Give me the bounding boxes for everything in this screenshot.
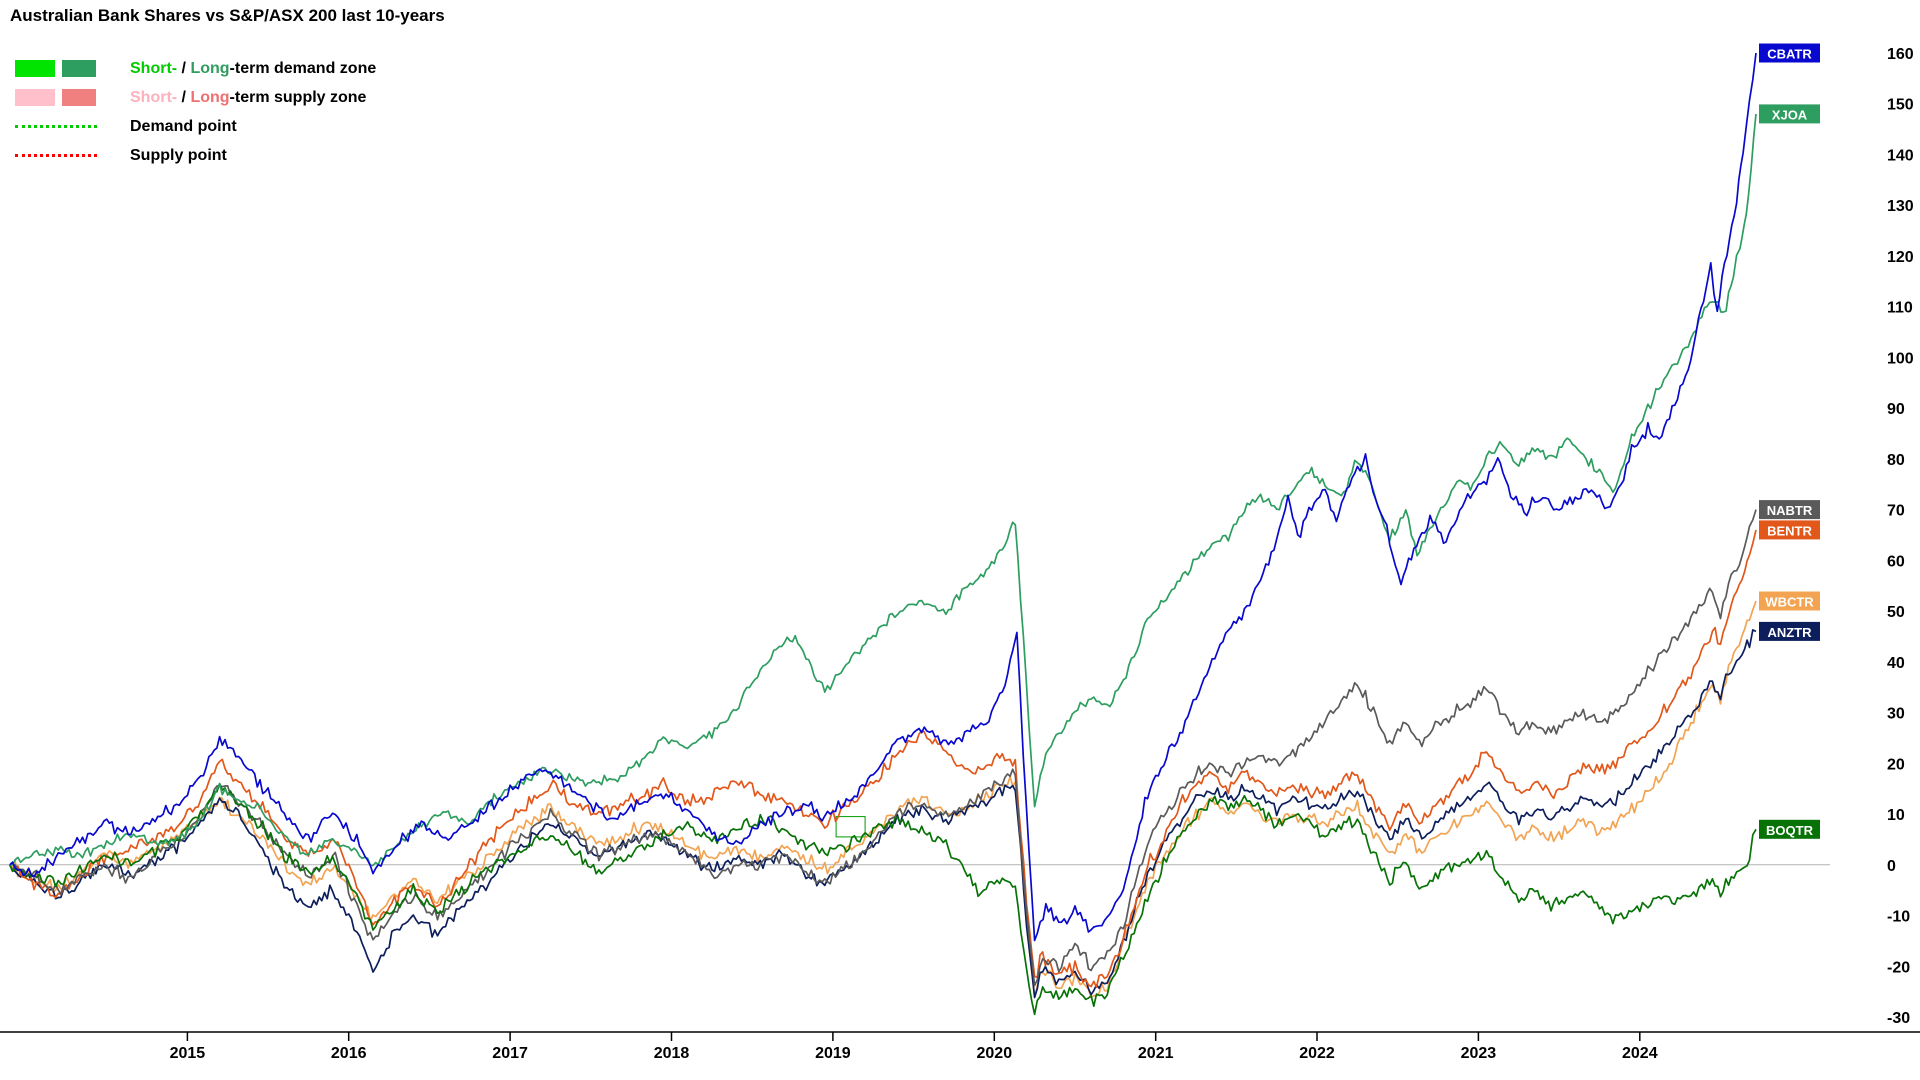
legend-row-supply-zone: Short- / Long-term supply zone (15, 83, 376, 112)
legend-zone-swatch (15, 60, 55, 77)
y-axis-label-30: 30 (1887, 706, 1905, 723)
y-axis-label-0: 0 (1887, 858, 1896, 875)
legend-zone-swatch (62, 89, 96, 106)
series-end-label-ANZTR: ANZTR (1759, 621, 1820, 641)
series-line-CBATR (9, 52, 1757, 942)
series-line-NABTR (9, 509, 1757, 987)
series-line-ANZTR (9, 629, 1757, 999)
legend-zone-swatch (15, 89, 55, 106)
x-axis-label-2018: 2018 (654, 1045, 690, 1062)
legend-row-demand-zone: Short- / Long-term demand zone (15, 54, 376, 83)
supply-zone-swatches (15, 89, 130, 106)
legend-dotted-swatch (15, 154, 97, 157)
svg-text:NABTR: NABTR (1767, 503, 1813, 518)
x-axis-label-2021: 2021 (1138, 1045, 1174, 1062)
y-axis-label-110: 110 (1887, 300, 1913, 317)
y-axis-label-120: 120 (1887, 249, 1914, 266)
series-line-BENTR (9, 529, 1757, 989)
series-line-XJOA (9, 113, 1757, 867)
x-axis-label-2015: 2015 (170, 1045, 206, 1062)
y-axis-label-100: 100 (1887, 350, 1914, 367)
chart-title: Australian Bank Shares vs S&P/ASX 200 la… (10, 6, 445, 25)
legend-label: Short- / Long-term supply zone (130, 88, 367, 106)
x-axis-label-2020: 2020 (977, 1045, 1013, 1062)
series-line-BOQTR (9, 782, 1757, 1016)
svg-text:WBCTR: WBCTR (1765, 595, 1814, 610)
y-axis-label-140: 140 (1887, 148, 1914, 165)
y-axis-label-60: 60 (1887, 553, 1905, 570)
y-axis-label-20: 20 (1887, 756, 1905, 773)
x-axis-label-2023: 2023 (1461, 1045, 1497, 1062)
demand-zone-swatches (15, 60, 130, 77)
series-end-label-NABTR: NABTR (1759, 500, 1820, 520)
demand-point-dotted-line-icon (15, 125, 130, 128)
x-axis-label-2022: 2022 (1299, 1045, 1335, 1062)
y-axis-label-10: 10 (1887, 807, 1905, 824)
series-end-label-XJOA: XJOA (1759, 104, 1820, 124)
y-axis-label--20: -20 (1887, 959, 1910, 976)
series-end-label-CBATR: CBATR (1759, 43, 1820, 63)
legend-label: Demand point (130, 117, 237, 135)
y-axis-label-130: 130 (1887, 198, 1914, 215)
y-axis-label--30: -30 (1887, 1010, 1910, 1027)
x-axis-label-2017: 2017 (492, 1045, 528, 1062)
legend-row-supply-point: Supply point (15, 141, 376, 170)
svg-text:BENTR: BENTR (1767, 523, 1812, 538)
y-axis-label-40: 40 (1887, 655, 1905, 672)
legend-row-demand-point: Demand point (15, 112, 376, 141)
series-end-label-BOQTR: BOQTR (1759, 819, 1820, 839)
supply-point-dotted-line-icon (15, 154, 130, 157)
legend-dotted-swatch (15, 125, 97, 128)
legend: Short- / Long-term demand zone Short- / L… (15, 54, 376, 170)
svg-text:XJOA: XJOA (1772, 107, 1808, 122)
y-axis-label-160: 160 (1887, 46, 1914, 63)
svg-text:BOQTR: BOQTR (1766, 823, 1814, 838)
series-end-label-BENTR: BENTR (1759, 520, 1820, 540)
y-axis-label--10: -10 (1887, 909, 1910, 926)
x-axis-label-2024: 2024 (1622, 1045, 1658, 1062)
legend-label: Short- / Long-term demand zone (130, 59, 377, 77)
y-axis-label-70: 70 (1887, 503, 1905, 520)
x-axis-label-2019: 2019 (815, 1045, 851, 1062)
demand-zone-box (835, 816, 866, 838)
series-line-WBCTR (9, 600, 1757, 999)
y-axis-label-50: 50 (1887, 604, 1905, 621)
legend-zone-swatch (62, 60, 96, 77)
svg-text:ANZTR: ANZTR (1767, 625, 1812, 640)
y-axis-label-150: 150 (1887, 97, 1914, 114)
y-axis-label-90: 90 (1887, 401, 1905, 418)
svg-text:CBATR: CBATR (1767, 47, 1812, 62)
series-end-label-WBCTR: WBCTR (1759, 591, 1820, 611)
legend-label: Supply point (130, 146, 227, 164)
x-axis-label-2016: 2016 (331, 1045, 367, 1062)
y-axis-label-80: 80 (1887, 452, 1905, 469)
